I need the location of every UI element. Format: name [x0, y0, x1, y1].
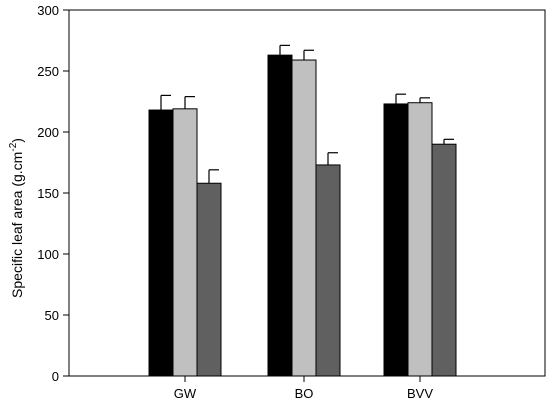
x-tick-label: BO: [295, 386, 314, 401]
bar: [196, 182, 222, 377]
y-axis: 0 50 100 150 200 250 300: [37, 3, 69, 384]
x-axis: GW BO BVV: [174, 376, 433, 401]
plot-area: [68, 9, 546, 377]
bar: [431, 143, 457, 377]
bar: [407, 102, 433, 377]
y-tick-label: 250: [37, 64, 59, 79]
x-tick-label: BVV: [407, 386, 433, 401]
bar: [383, 103, 409, 377]
bar: [291, 59, 317, 377]
bar: [315, 164, 341, 377]
y-tick-label: 200: [37, 125, 59, 140]
x-tick-label: GW: [174, 386, 197, 401]
y-tick-label: 100: [37, 247, 59, 262]
bar: [267, 54, 293, 377]
y-tick-label: 0: [52, 369, 59, 384]
y-axis-title: Specific leaf area (g.cm-2): [8, 138, 25, 298]
bar: [172, 108, 198, 377]
bar: [148, 109, 174, 377]
y-tick-label: 300: [37, 3, 59, 18]
y-tick-label: 50: [45, 308, 59, 323]
y-tick-label: 150: [37, 186, 59, 201]
